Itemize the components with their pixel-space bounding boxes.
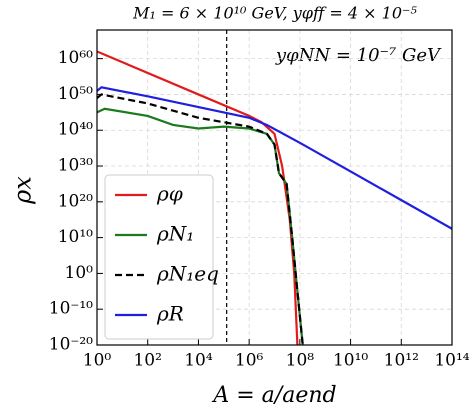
y-tick-label: 10⁰ <box>65 263 94 283</box>
x-tick-label: 10⁸ <box>286 351 315 371</box>
series-line <box>97 93 304 345</box>
series-line <box>97 50 299 345</box>
y-tick-label: 10⁴⁰ <box>58 120 93 140</box>
chart-title: M₁ = 6 × 10¹⁰ GeV, yφff = 4 × 10⁻⁵ <box>132 4 417 23</box>
x-tick-label: 10⁰ <box>83 351 112 371</box>
annotation: yφNN = 10⁻⁷ GeV <box>275 45 442 66</box>
legend-label: ρφ <box>156 182 183 206</box>
series-line <box>97 86 452 230</box>
y-tick-label: 10³⁰ <box>58 156 93 176</box>
x-tick-label: 10⁴ <box>184 351 213 371</box>
y-axis-label: ρx <box>9 176 37 205</box>
x-tick-label: 10¹⁴ <box>434 351 469 371</box>
y-tick-label: 10⁵⁰ <box>58 84 93 104</box>
legend-box <box>104 174 214 340</box>
legend-label: ρN₁eq <box>156 262 219 286</box>
x-tick-label: 10¹⁰ <box>333 351 368 371</box>
y-tick-label: 10⁻¹⁰ <box>49 299 93 319</box>
x-tick-label: 10¹² <box>384 351 419 371</box>
y-tick-label: 10²⁰ <box>58 191 93 211</box>
y-tick-label: 10⁶⁰ <box>58 48 93 68</box>
x-axis-label: A = a/aend <box>211 383 336 408</box>
x-tick-label: 10² <box>133 351 161 371</box>
plot-frame <box>96 29 453 346</box>
y-tick-label: 10¹⁰ <box>58 227 93 247</box>
legend-label: ρR <box>156 302 184 326</box>
y-tick-label: 10⁻²⁰ <box>49 335 93 355</box>
legend-label: ρN₁ <box>156 222 194 246</box>
x-tick-label: 10⁶ <box>235 351 264 371</box>
